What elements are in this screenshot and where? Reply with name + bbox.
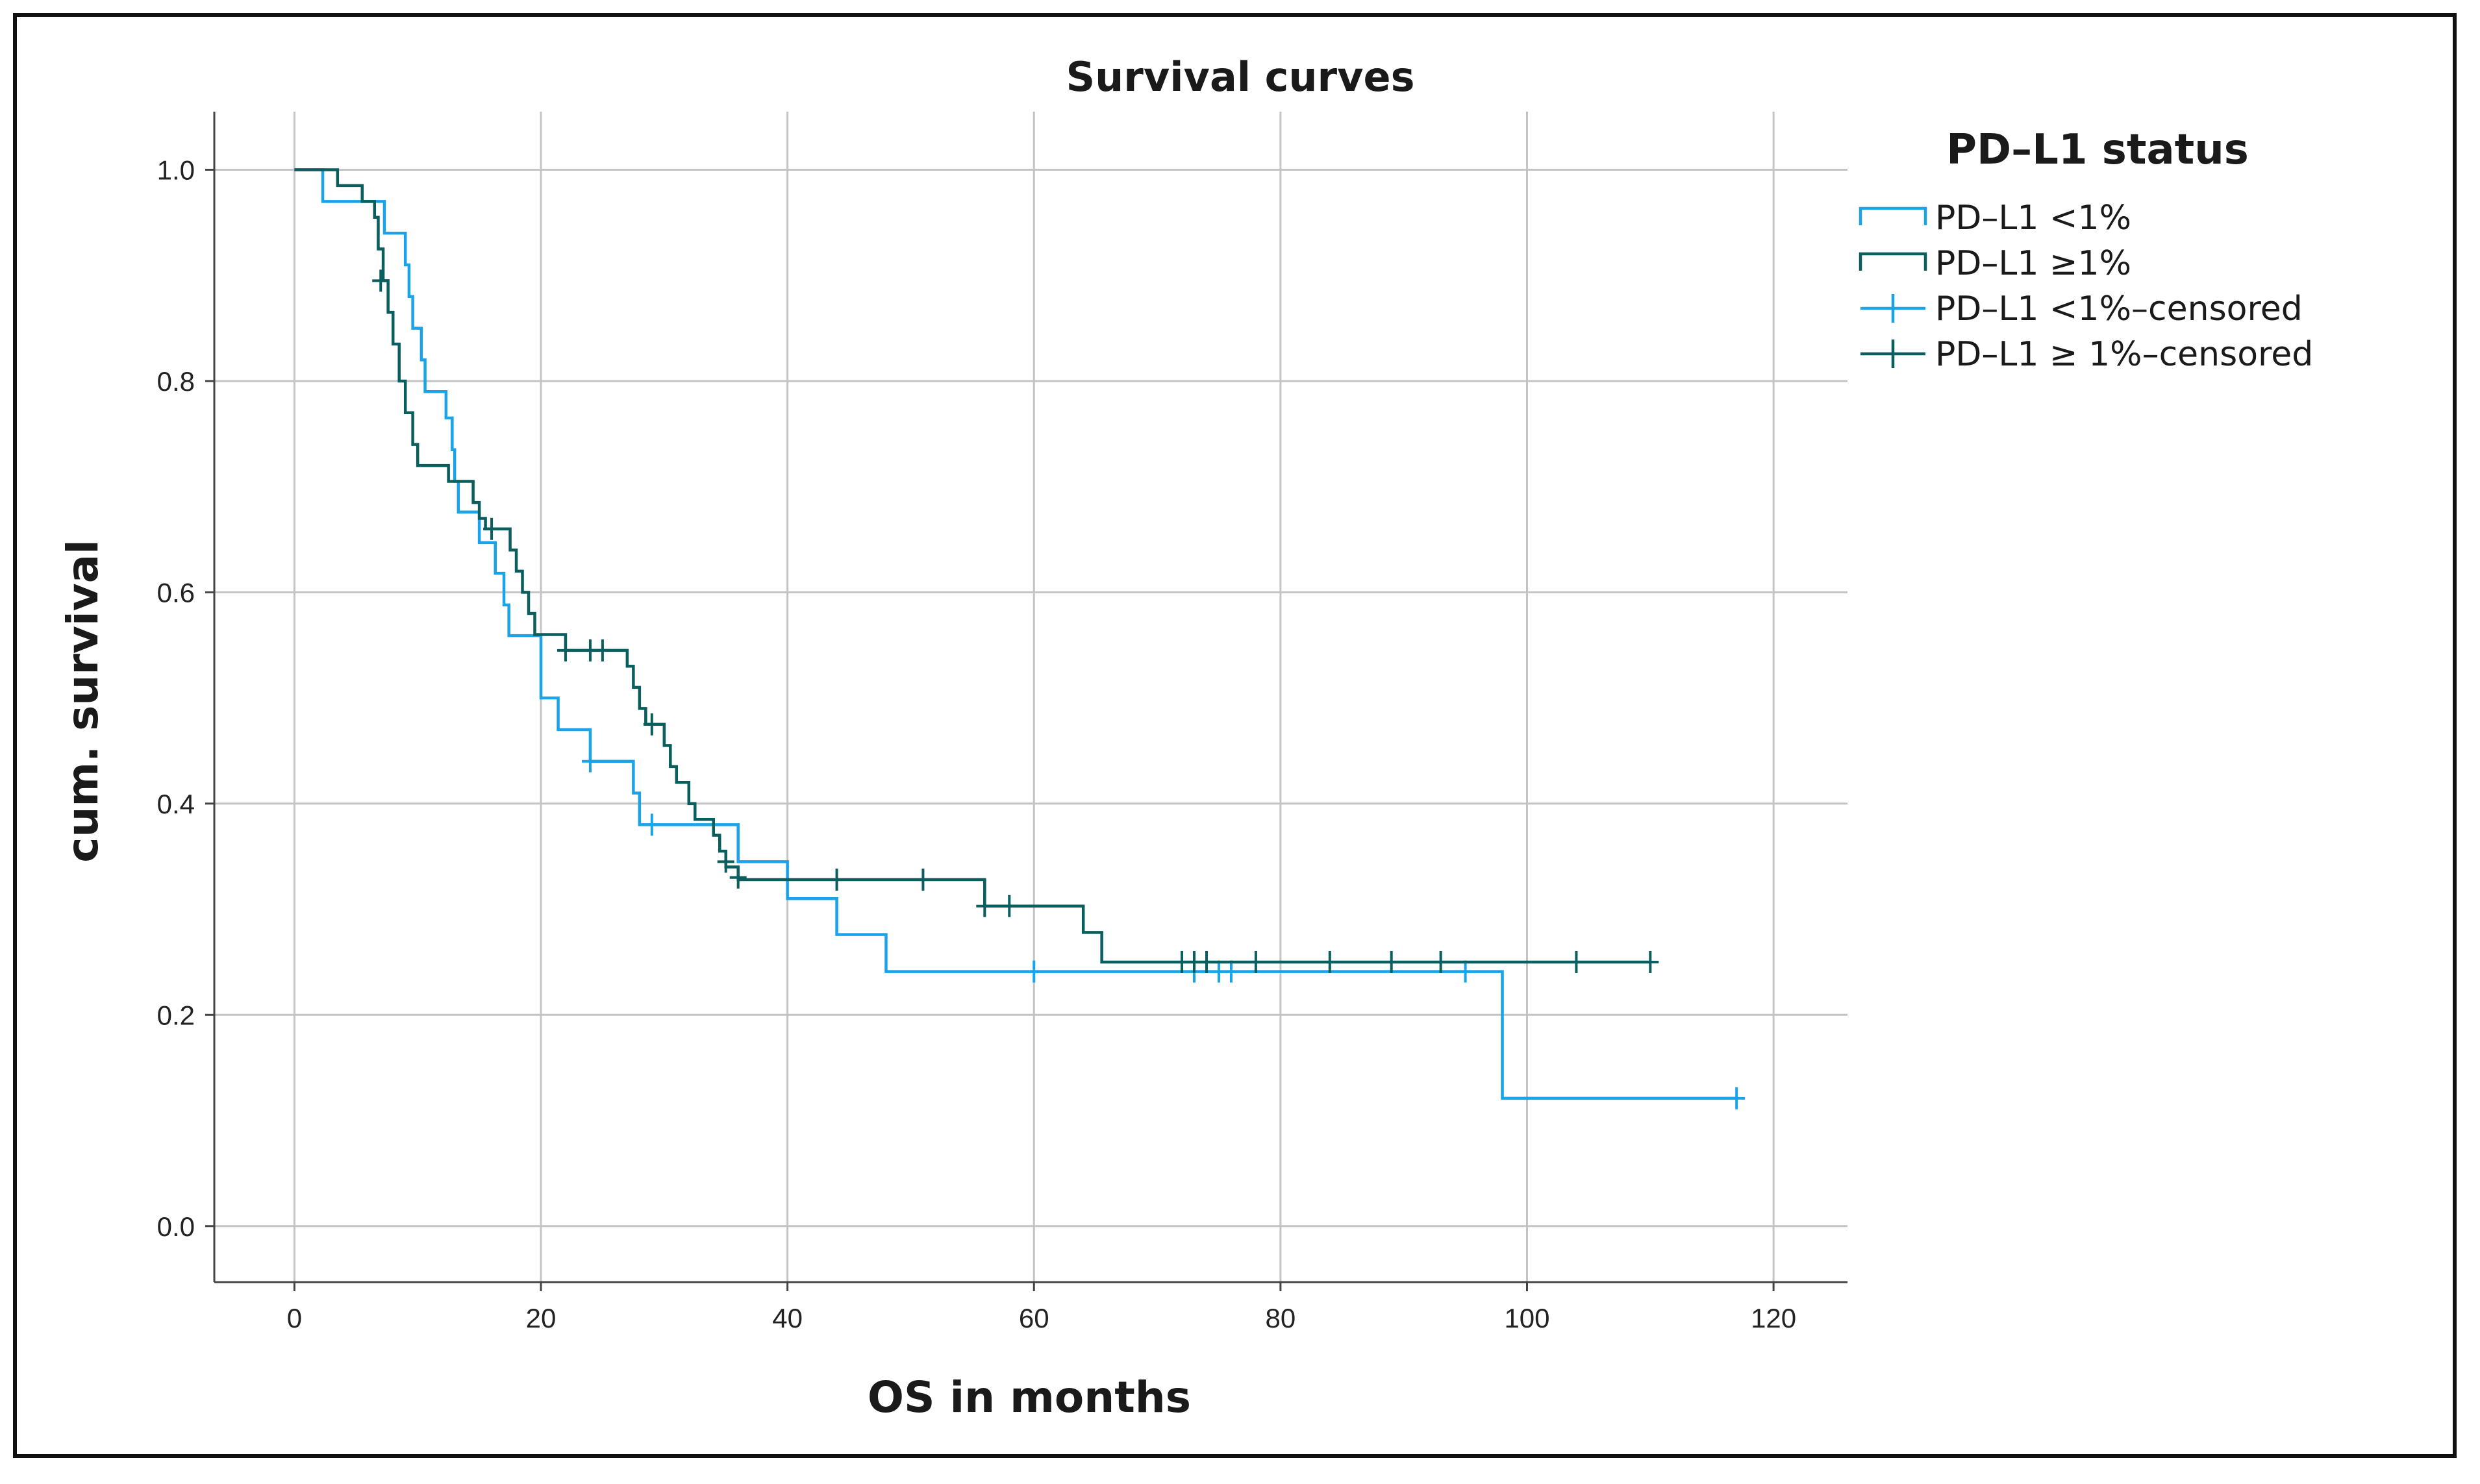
censor-mark-series-1 <box>1025 960 1043 983</box>
x-tick-label: 20 <box>526 1303 557 1333</box>
legend-entry-2: PD–L1 ≥1% <box>1859 244 2131 283</box>
censor-mark-series-2 <box>1568 950 1585 973</box>
censor-mark-series-2 <box>1432 950 1449 973</box>
x-tick-label: 60 <box>1019 1303 1049 1333</box>
censor-mark-series-2 <box>914 869 932 891</box>
tick-labels: 0 20 40 60 80 100 120 0.0 0.2 0.4 0.6 0.8 1.0 <box>157 155 1797 1333</box>
legend-label: PD–L1 ≥ 1%–censored <box>1935 335 2313 374</box>
series-line-2 <box>294 168 1651 964</box>
censor-mark-series-2 <box>1001 895 1018 917</box>
x-tick-label: 40 <box>772 1303 803 1333</box>
censor-mark-series-2 <box>1247 950 1264 973</box>
legend-label: PD–L1 <1%–censored <box>1935 290 2303 328</box>
figure-frame <box>13 13 2457 1458</box>
x-tick-label: 120 <box>1751 1303 1796 1333</box>
legend-step-swatch <box>1859 252 1927 271</box>
x-tick-label: 100 <box>1504 1303 1549 1333</box>
series-layer <box>294 168 1746 1109</box>
censor-mark-series-2 <box>557 639 574 662</box>
censor-mark-series-1 <box>1728 1087 1746 1109</box>
censor-mark-series-2 <box>1383 950 1400 973</box>
series-line-1 <box>294 168 1737 1100</box>
x-tick-label: 80 <box>1266 1303 1296 1333</box>
censor-mark-series-2 <box>729 866 747 889</box>
legend: PD–L1 status PD–L1 <1% PD–L1 ≥1% PD–L1 <1%… <box>1859 126 2313 374</box>
legend-entry-3: PD–L1 <1%–censored <box>1860 290 2303 328</box>
grid-lines <box>214 112 1847 1282</box>
y-axis-label: cum. survival <box>58 539 108 863</box>
censor-mark-series-1 <box>643 813 660 836</box>
legend-entry-4: PD–L1 ≥ 1%–censored <box>1860 335 2313 374</box>
y-tick-label: 0.4 <box>157 789 195 819</box>
censor-mark-series-2 <box>828 869 845 891</box>
censor-mark-series-1 <box>1457 960 1474 983</box>
censor-mark-series-2 <box>483 517 501 540</box>
axes <box>205 112 1847 1291</box>
censor-mark-series-2 <box>372 269 390 292</box>
censor-mark-series-2 <box>717 850 734 873</box>
censor-mark-series-1 <box>1222 960 1240 983</box>
legend-entry-1: PD–L1 <1% <box>1859 199 2131 238</box>
censor-mark-series-2 <box>976 895 994 917</box>
censor-mark-series-2 <box>594 639 611 662</box>
y-tick-label: 1.0 <box>157 155 195 185</box>
legend-label: PD–L1 <1% <box>1935 199 2131 238</box>
censor-mark-series-2 <box>1321 950 1338 973</box>
x-tick-label: 0 <box>287 1303 302 1333</box>
y-tick-label: 0.6 <box>157 577 195 608</box>
chart-title: Survival curves <box>1066 53 1415 101</box>
censor-mark-series-2 <box>643 713 660 736</box>
legend-label: PD–L1 ≥1% <box>1935 244 2131 283</box>
legend-step-swatch <box>1859 206 1927 225</box>
y-tick-label: 0.8 <box>157 366 195 397</box>
x-axis-label: OS in months <box>868 1372 1191 1422</box>
censor-mark-series-1 <box>581 750 599 773</box>
legend-title: PD–L1 status <box>1946 126 2249 174</box>
censor-mark-series-2 <box>1197 950 1215 973</box>
y-tick-label: 0.2 <box>157 1000 195 1030</box>
censor-mark-series-2 <box>1642 950 1659 973</box>
y-tick-label: 0.0 <box>157 1211 195 1242</box>
